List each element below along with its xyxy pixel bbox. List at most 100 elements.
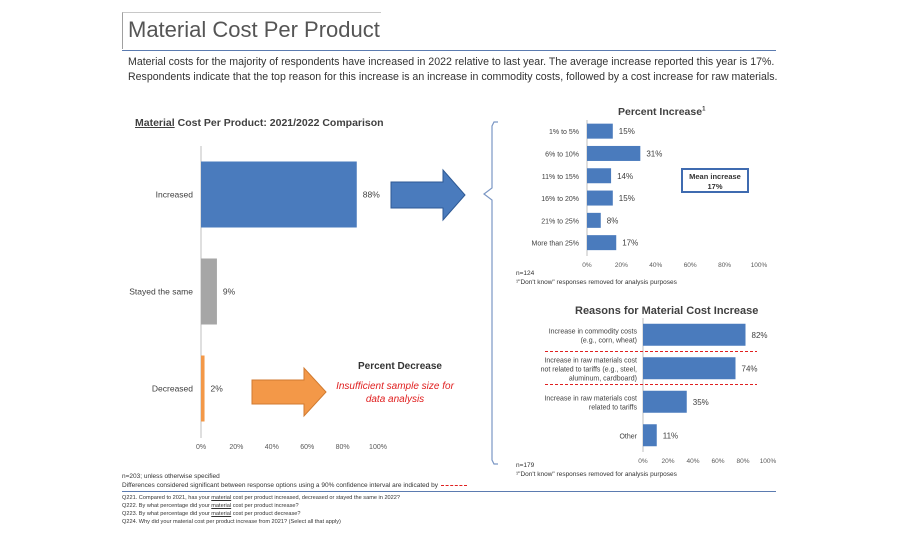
- category-label: Stayed the same: [129, 287, 193, 297]
- main-chart-title: Material Cost Per Product: 2021/2022 Com…: [135, 117, 384, 129]
- percent-increase-title: Percent Increase1: [618, 106, 705, 118]
- category-label: Increase in raw materials cost: [544, 357, 637, 364]
- bar: [643, 390, 687, 413]
- x-tick-label: 20%: [661, 458, 674, 465]
- x-tick-label: 80%: [718, 262, 731, 269]
- q221-underlined: material: [211, 495, 232, 501]
- x-tick-label: 20%: [229, 444, 243, 451]
- insufficient-sample-message: Insufficient sample size for data analys…: [336, 381, 454, 405]
- x-tick-label: 40%: [265, 444, 279, 451]
- x-tick-label: 100%: [369, 444, 387, 451]
- q224-text: Q224. Why did your material cost per pro…: [122, 519, 341, 525]
- x-tick-label: 60%: [684, 262, 697, 269]
- x-tick-label: 40%: [686, 458, 699, 465]
- value-label: 88%: [363, 190, 380, 200]
- category-label: Increased: [156, 190, 194, 200]
- bar: [643, 424, 657, 447]
- title-frame: [122, 12, 381, 49]
- category-label: 16% to 20%: [541, 196, 579, 203]
- bar: [587, 168, 612, 184]
- blue-arrow-icon: [390, 168, 466, 222]
- mean-increase-box: Mean increase 17%: [681, 168, 749, 193]
- intro-paragraph: Material costs for the majority of respo…: [128, 56, 778, 83]
- percent-increase-marks: 15% 1% to 5% 31% 6% to 10% 14% 11% to 15% 15% 1…: [532, 120, 768, 269]
- value-label: 8%: [607, 216, 619, 225]
- bar: [587, 190, 613, 206]
- footer-divider: [122, 491, 776, 492]
- reasons-marks: 82% Increase in commodity costs (e.g., cor…: [541, 318, 777, 465]
- bar: [587, 123, 613, 139]
- percent-increase-title-superscript: 1: [702, 106, 706, 113]
- orange-arrow-icon: [251, 366, 327, 418]
- value-label: 82%: [752, 331, 768, 340]
- significance-text: Differences considered significant betwe…: [122, 482, 439, 489]
- main-bar-chart: 88% Increased 9% Stayed the same 2% Decreased…: [129, 146, 387, 451]
- category-label: Increase in commodity costs: [549, 328, 638, 335]
- x-tick-label: 60%: [300, 444, 314, 451]
- q222-post: cost per product increase?: [231, 503, 299, 509]
- category-label: related to tariffs: [589, 404, 638, 411]
- footer-q224: Q224. Why did your material cost per pro…: [122, 518, 400, 526]
- category-label: Other: [619, 433, 637, 440]
- significance-note: Differences considered significant betwe…: [122, 482, 468, 489]
- category-label: Decreased: [152, 384, 193, 394]
- page-title: Material Cost Per Product: [128, 17, 380, 42]
- x-tick-label: 60%: [711, 458, 724, 465]
- x-tick-label: 100%: [751, 262, 768, 269]
- bar: [587, 145, 641, 161]
- reasons-title: Reasons for Material Cost Increase: [575, 305, 759, 317]
- value-label: 31%: [646, 149, 662, 158]
- x-tick-label: 0%: [196, 444, 206, 451]
- x-tick-label: 100%: [760, 458, 777, 465]
- value-label: 14%: [617, 172, 633, 181]
- q221-pre: Q221. Compared to 2021, has your: [122, 495, 212, 501]
- bar: [643, 357, 736, 380]
- bracket-icon: [483, 121, 498, 465]
- mean-increase-value: 17%: [707, 182, 723, 191]
- value-label: 15%: [619, 127, 635, 136]
- value-label: 15%: [619, 194, 635, 203]
- increase-n-label: n=124: [516, 270, 535, 277]
- reasons-footnote: ¹"Don't know" responses removed for anal…: [516, 471, 677, 478]
- main-chart-marks: 88% Increased 9% Stayed the same 2% Decreased…: [129, 146, 387, 451]
- x-tick-label: 0%: [638, 458, 648, 465]
- x-tick-label: 80%: [736, 458, 749, 465]
- sample-note: n=203; unless otherwise specified: [122, 473, 220, 480]
- footer-q223: Q223. By what percentage did your materi…: [122, 510, 400, 518]
- category-label: More than 25%: [532, 241, 579, 248]
- bar: [201, 355, 205, 422]
- category-label: aluminum, cardboard): [569, 375, 637, 382]
- main-chart-title-rest: Cost Per Product: 2021/2022 Comparison: [174, 117, 384, 129]
- q221-post: cost per product increased, decreased or…: [231, 495, 401, 501]
- percent-decrease-title: Percent Decrease: [358, 361, 442, 372]
- bar: [587, 235, 617, 251]
- title-divider: [122, 50, 776, 51]
- category-label: 6% to 10%: [545, 151, 579, 158]
- category-label: (e.g., corn, wheat): [581, 337, 637, 344]
- bar: [643, 323, 746, 346]
- category-label: 1% to 5%: [549, 129, 579, 136]
- value-label: 9%: [223, 287, 236, 297]
- reasons-n-label: n=179: [516, 462, 535, 469]
- x-tick-label: 80%: [336, 444, 350, 451]
- footer-q221: Q221. Compared to 2021, has your materia…: [122, 494, 400, 502]
- category-label: Increase in raw materials cost: [544, 395, 637, 402]
- value-label: 17%: [622, 239, 638, 248]
- increase-footnote: ¹"Don't know" responses removed for anal…: [516, 279, 677, 286]
- reasons-chart: 82% Increase in commodity costs (e.g., cor…: [541, 318, 777, 465]
- q223-underlined: material: [211, 511, 232, 517]
- value-label: 2%: [211, 384, 224, 394]
- main-chart-title-underlined: Material: [135, 117, 175, 129]
- category-label: 11% to 15%: [542, 174, 579, 181]
- significance-dash-icon: [441, 484, 468, 486]
- footer-q222: Q222. By what percentage did your materi…: [122, 502, 400, 510]
- category-label: not related to tariffs (e.g., steel,: [541, 366, 637, 373]
- x-tick-label: 20%: [615, 262, 628, 269]
- q223-pre: Q223. By what percentage did your: [122, 511, 212, 517]
- q222-pre: Q222. By what percentage did your: [122, 503, 212, 509]
- bar: [587, 212, 601, 228]
- percent-increase-title-text: Percent Increase: [618, 106, 703, 118]
- x-tick-label: 40%: [649, 262, 662, 269]
- mean-increase-label: Mean increase: [689, 172, 741, 181]
- value-label: 35%: [693, 398, 709, 407]
